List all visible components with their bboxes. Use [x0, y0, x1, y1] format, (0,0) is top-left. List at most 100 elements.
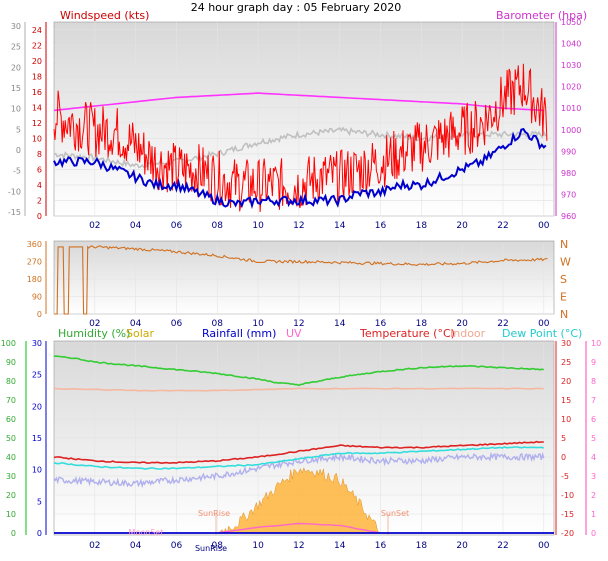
humidity-tick-label: 10 [6, 510, 16, 519]
rain-tick-label: 15 [32, 434, 42, 443]
humidity-tick-label: 40 [6, 453, 16, 462]
rain-tick-label: 10 [32, 466, 42, 475]
rain-tick-label: 25 [32, 371, 42, 380]
outer-temp-tick-label: -10 [8, 187, 21, 196]
x-tick-label: 02 [89, 319, 100, 329]
compass-tick-label: N [560, 308, 568, 321]
wind-tick-label: 4 [37, 181, 42, 190]
x-tick-label: 08 [212, 319, 224, 329]
temp-tick-label: 25 [561, 358, 571, 367]
baro-tick-label: 1040 [561, 40, 581, 49]
temp-tick-label: 15 [561, 396, 571, 405]
uv-tick-label: 9 [591, 358, 596, 367]
temp-tick-label: 10 [561, 415, 571, 424]
x-tick-label: 00 [538, 221, 550, 231]
x-tick-label: 12 [293, 221, 304, 231]
compass-tick-label: E [560, 291, 567, 304]
compass-tick-label: N [560, 238, 568, 251]
rain-tick-label: 0 [37, 529, 42, 538]
humidity-tick-label: 50 [6, 434, 16, 443]
rain-tick-label: 5 [37, 497, 42, 506]
legend-uv: UV [286, 327, 302, 340]
sunrise-axis-annotation: SunRise [195, 544, 227, 553]
wind-tick-label: 0 [37, 212, 42, 221]
rain-tick-label: 30 [32, 339, 42, 348]
temp-tick-label: 20 [561, 377, 571, 386]
x-tick-label: 16 [375, 319, 387, 329]
direction-tick-label: 270 [27, 258, 42, 267]
wind-tick-label: 10 [32, 134, 42, 143]
humidity-tick-label: 20 [6, 491, 16, 500]
x-tick-label: 02 [89, 221, 100, 231]
sunset-annotation: SunSet [381, 509, 409, 518]
x-tick-label: 08 [212, 541, 224, 551]
x-tick-label: 22 [497, 319, 508, 329]
humidity-tick-label: 60 [6, 415, 16, 424]
uv-tick-label: 7 [591, 396, 596, 405]
humidity-tick-label: 100 [1, 339, 16, 348]
baro-tick-label: 960 [561, 212, 576, 221]
direction-tick-label: 180 [27, 275, 42, 284]
legend-indoor: Indoor [450, 327, 486, 340]
x-tick-label: 08 [212, 221, 224, 231]
direction-tick-label: 90 [32, 293, 42, 302]
x-tick-label: 04 [130, 319, 142, 329]
baro-tick-label: 1020 [561, 83, 581, 92]
legend-solar: Solar [126, 327, 155, 340]
direction-panel [53, 240, 555, 315]
x-tick-label: 04 [130, 541, 142, 551]
humidity-tick-label: 30 [6, 472, 16, 481]
legend-temperature: Temperature (°C) [359, 327, 455, 340]
legend-humidity: Humidity (%) [58, 327, 130, 340]
x-tick-label: 00 [538, 541, 550, 551]
humidity-line [53, 355, 544, 387]
uv-tick-label: 3 [591, 472, 596, 481]
x-tick-label: 10 [252, 221, 264, 231]
baro-tick-label: 1000 [561, 126, 581, 135]
x-tick-label: 10 [252, 319, 264, 329]
wind-tick-label: 6 [37, 165, 42, 174]
baro-tick-label: 980 [561, 169, 576, 178]
legend-dew-point: Dew Point (°C) [502, 327, 582, 340]
compass-tick-label: W [560, 256, 571, 269]
uv-tick-label: 1 [591, 510, 596, 519]
x-tick-label: 12 [293, 541, 304, 551]
uv-tick-label: 0 [591, 529, 596, 538]
x-tick-label: 16 [375, 221, 387, 231]
rain-tick-label: 20 [32, 402, 42, 411]
baro-tick-label: 1010 [561, 104, 581, 113]
x-tick-label: 06 [171, 319, 183, 329]
humidity-tick-label: 80 [6, 377, 16, 386]
wind-tick-label: 20 [32, 57, 42, 66]
wind-tick-label: 2 [37, 196, 42, 205]
indoor-temperature-line [53, 387, 544, 392]
legend-rainfall: Rainfall (mm) [202, 327, 276, 340]
wind-gust-line [53, 63, 548, 213]
x-tick-label: 02 [89, 541, 100, 551]
x-tick-label: 06 [171, 541, 183, 551]
x-tick-label: 10 [252, 541, 264, 551]
x-tick-label: 00 [538, 319, 550, 329]
outer-temp-tick-label: -5 [13, 167, 21, 176]
humidity-tick-label: 0 [11, 529, 16, 538]
solar-area [217, 467, 381, 534]
moonset-annotation: MoonSet [129, 528, 164, 537]
x-tick-label: 18 [416, 319, 428, 329]
outer-temp-tick-label: 15 [11, 84, 21, 93]
barometer-line [53, 92, 544, 112]
uv-line [217, 522, 381, 534]
baro-tick-label: 990 [561, 147, 576, 156]
outer-temp-tick-label: 5 [16, 125, 21, 134]
x-tick-label: 16 [375, 541, 387, 551]
temp-tick-label: 30 [561, 339, 571, 348]
outer-temp-tick-label: 10 [11, 105, 21, 114]
x-tick-label: 14 [334, 541, 346, 551]
baro-tick-label: 1030 [561, 61, 581, 70]
humidity-tick-label: 70 [6, 396, 16, 405]
x-tick-label: 22 [497, 541, 508, 551]
x-tick-label: 22 [497, 221, 508, 231]
temp-tick-label: 5 [561, 434, 566, 443]
x-tick-label: 20 [456, 221, 468, 231]
wind-tick-label: 22 [32, 41, 42, 50]
